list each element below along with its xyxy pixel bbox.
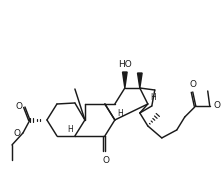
Polygon shape: [123, 72, 127, 88]
Text: H: H: [150, 93, 156, 102]
Text: O: O: [102, 156, 109, 165]
Text: O: O: [189, 80, 196, 89]
Text: O: O: [214, 102, 221, 110]
Text: H: H: [67, 125, 73, 134]
Text: O: O: [14, 130, 21, 138]
Text: H: H: [117, 109, 123, 118]
Text: HO: HO: [118, 60, 132, 69]
Polygon shape: [137, 73, 142, 88]
Text: O: O: [16, 102, 23, 112]
